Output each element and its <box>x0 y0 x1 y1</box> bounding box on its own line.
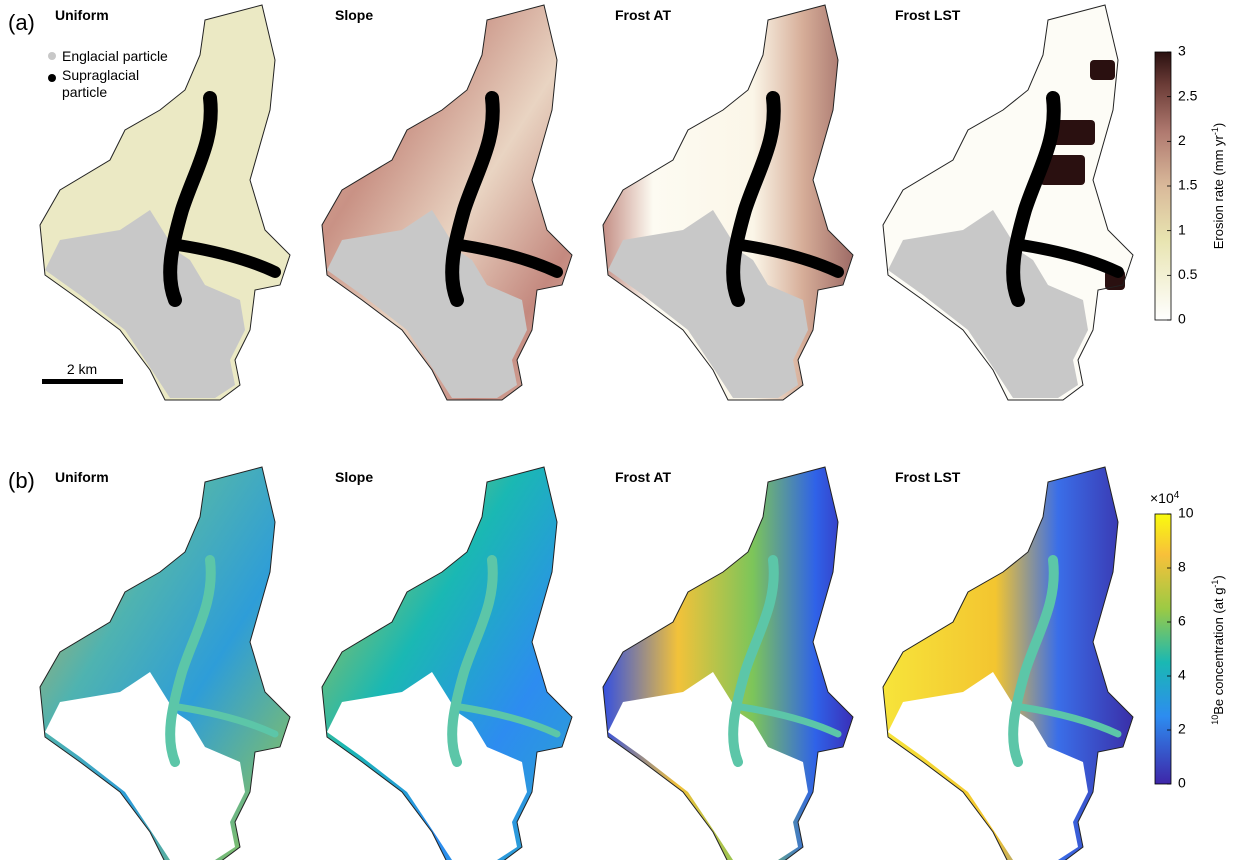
map-title: Frost LST <box>895 7 961 23</box>
colorbar-tick-label: 2 <box>1178 132 1186 148</box>
label-sup: -1 <box>1210 580 1220 588</box>
colorbar-tick-label: 4 <box>1178 667 1186 683</box>
panel-label: (b) <box>8 468 35 493</box>
erosion-hotspot <box>1090 60 1115 80</box>
map <box>602 4 854 401</box>
colorbar-tick-label: 10 <box>1178 505 1194 521</box>
maps <box>39 4 1134 863</box>
map-title: Uniform <box>55 7 109 23</box>
colorbar-tick-label: 6 <box>1178 613 1186 629</box>
ice-branch <box>456 703 561 738</box>
map-title: Slope <box>335 469 373 485</box>
outline <box>882 4 1134 401</box>
glacier <box>608 672 808 860</box>
legend-label: Englacial particle <box>62 48 168 64</box>
ice-trunk <box>163 91 218 307</box>
colorbar-tick-label: 2 <box>1178 721 1186 737</box>
legend-label: Supraglacial <box>62 67 139 83</box>
scale-bar-label: 2 km <box>67 361 97 377</box>
map <box>39 4 291 401</box>
erosion-hotspot <box>1040 155 1085 185</box>
map-title: Slope <box>335 7 373 23</box>
glacier <box>327 672 527 860</box>
outline <box>39 4 291 401</box>
label-sup: 4 <box>1174 490 1180 501</box>
colorbar-label: Erosion rate (mm yr-1) <box>1210 123 1226 250</box>
map <box>321 466 573 863</box>
ice-trunk <box>728 555 779 767</box>
colorbar-multiplier: ×104 <box>1150 490 1180 507</box>
colorbar-tick-label: 0 <box>1178 311 1186 327</box>
map-title: Uniform <box>55 469 109 485</box>
ice-branch <box>1017 703 1122 738</box>
glacier <box>327 210 527 398</box>
panel-label: (a) <box>8 10 35 35</box>
ice-branch <box>174 703 279 738</box>
legend-marker <box>48 74 56 82</box>
ice-trunk <box>1008 555 1059 767</box>
legend-label: particle <box>62 84 107 100</box>
colorbar-tick-label: 8 <box>1178 559 1186 575</box>
glacier <box>45 672 245 860</box>
label-text: Be concentration (at g <box>1211 588 1226 715</box>
ice-trunk <box>1006 91 1061 307</box>
label-sup: -1 <box>1210 127 1220 135</box>
ice-branch <box>1015 239 1124 278</box>
label-text: Erosion rate (mm yr <box>1211 134 1226 249</box>
map-title: Frost AT <box>615 469 671 485</box>
colorbar-tick-label: 1 <box>1178 221 1186 237</box>
ice-trunk <box>447 555 498 767</box>
erosion-hotspot <box>1050 120 1095 145</box>
legend-marker <box>48 52 56 60</box>
ice-trunk <box>165 555 216 767</box>
glacier <box>888 210 1088 398</box>
map-title: Frost LST <box>895 469 961 485</box>
ice-trunk <box>726 91 781 307</box>
label-text: ) <box>1211 123 1226 127</box>
map <box>882 466 1134 863</box>
colorbar <box>1154 513 1172 785</box>
glacier <box>608 210 808 398</box>
label-text: ×10 <box>1150 490 1174 506</box>
ice-trunk <box>445 91 500 307</box>
colorbar-tick-label: 0.5 <box>1178 266 1198 282</box>
colorbar-tick-label: 3 <box>1178 43 1186 59</box>
ice-branch <box>172 239 281 278</box>
colorbar-label: 10Be concentration (at g-1) <box>1210 575 1226 725</box>
label-sup: 10 <box>1210 715 1220 725</box>
map <box>882 4 1134 401</box>
map-title: Frost AT <box>615 7 671 23</box>
map <box>321 4 573 401</box>
colorbar-tick-label: 1.5 <box>1178 177 1198 193</box>
colorbar-tick-label: 2.5 <box>1178 87 1198 103</box>
map <box>602 466 854 863</box>
label-text: ) <box>1211 575 1226 579</box>
ice-branch <box>735 239 844 278</box>
map <box>39 466 291 863</box>
scale-bar <box>42 379 123 384</box>
colorbar-tick-label: 0 <box>1178 775 1186 791</box>
ice-branch <box>454 239 563 278</box>
ice-branch <box>737 703 842 738</box>
outline <box>602 4 854 401</box>
glacier <box>45 210 245 398</box>
outline <box>321 4 573 401</box>
glacier <box>888 672 1088 860</box>
